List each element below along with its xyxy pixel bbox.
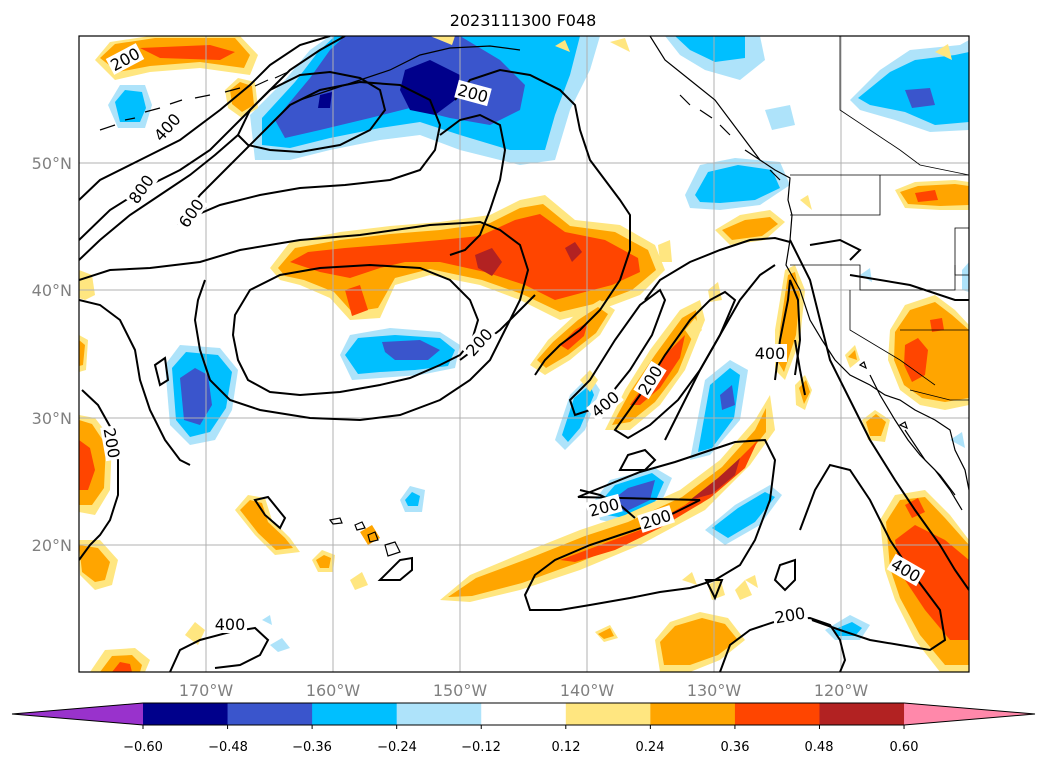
map-area: 200 400 800 600 200 200 200 400 200 400 … bbox=[79, 36, 969, 672]
longitude-labels: 170°W 160°W 150°W 140°W 130°W 120°W bbox=[179, 681, 869, 700]
colorbar-tick-label: 0.36 bbox=[721, 740, 750, 755]
colorbar-segment bbox=[481, 703, 567, 725]
colorbar-segment bbox=[650, 703, 736, 725]
shade-neg-max bbox=[318, 92, 332, 108]
lon-label: 120°W bbox=[814, 681, 869, 700]
colorbar-tick-label: −0.24 bbox=[377, 740, 417, 755]
colorbar-tick-label: 0.48 bbox=[805, 740, 834, 755]
colorbar-tick-label: 0.24 bbox=[636, 740, 665, 755]
colorbar-segment bbox=[565, 703, 651, 725]
lat-label: 20°N bbox=[32, 536, 72, 555]
lon-label: 140°W bbox=[560, 681, 615, 700]
lat-label: 30°N bbox=[32, 409, 72, 428]
contour-label: 400 bbox=[215, 615, 246, 634]
colorbar-tick-labels: −0.60 −0.48 −0.36 −0.24 −0.12 0.12 0.24 … bbox=[123, 740, 918, 755]
map-frame bbox=[78, 35, 970, 673]
lat-label: 40°N bbox=[32, 281, 72, 300]
latitude-labels: 50°N 40°N 30°N 20°N bbox=[32, 154, 72, 555]
colorbar-segment bbox=[819, 703, 905, 725]
graticule bbox=[79, 36, 969, 672]
colorbar bbox=[11, 702, 1036, 729]
shade-neg-strong bbox=[275, 36, 525, 138]
lon-label: 150°W bbox=[433, 681, 488, 700]
figure-title: 2023111300 F048 bbox=[450, 11, 597, 30]
colorbar-tick-label: −0.60 bbox=[123, 740, 163, 755]
positive-anomaly-regions bbox=[79, 36, 969, 672]
colorbar-segment bbox=[734, 703, 820, 725]
political-borders bbox=[790, 36, 969, 401]
coastlines bbox=[99, 36, 969, 557]
colorbar-extend-max bbox=[904, 703, 1035, 725]
lon-label: 170°W bbox=[179, 681, 234, 700]
colorbar-segment bbox=[396, 703, 482, 725]
contour-label: 400 bbox=[755, 344, 786, 363]
colorbar-tick-label: 0.60 bbox=[890, 740, 919, 755]
colorbar-tick-label: −0.48 bbox=[208, 740, 248, 755]
lon-label: 130°W bbox=[687, 681, 742, 700]
colorbar-segment bbox=[312, 703, 398, 725]
colorbar-extend-min bbox=[12, 703, 143, 725]
colorbar-tick-label: −0.36 bbox=[292, 740, 332, 755]
colorbar-segment bbox=[143, 703, 229, 725]
colorbar-tick-label: −0.12 bbox=[461, 740, 501, 755]
colorbar-tick-label: 0.12 bbox=[552, 740, 581, 755]
lon-label: 160°W bbox=[306, 681, 361, 700]
lat-label: 50°N bbox=[32, 154, 72, 173]
contour-lines bbox=[79, 36, 969, 672]
colorbar-segment bbox=[227, 703, 313, 725]
shade-neg-max bbox=[400, 60, 460, 115]
